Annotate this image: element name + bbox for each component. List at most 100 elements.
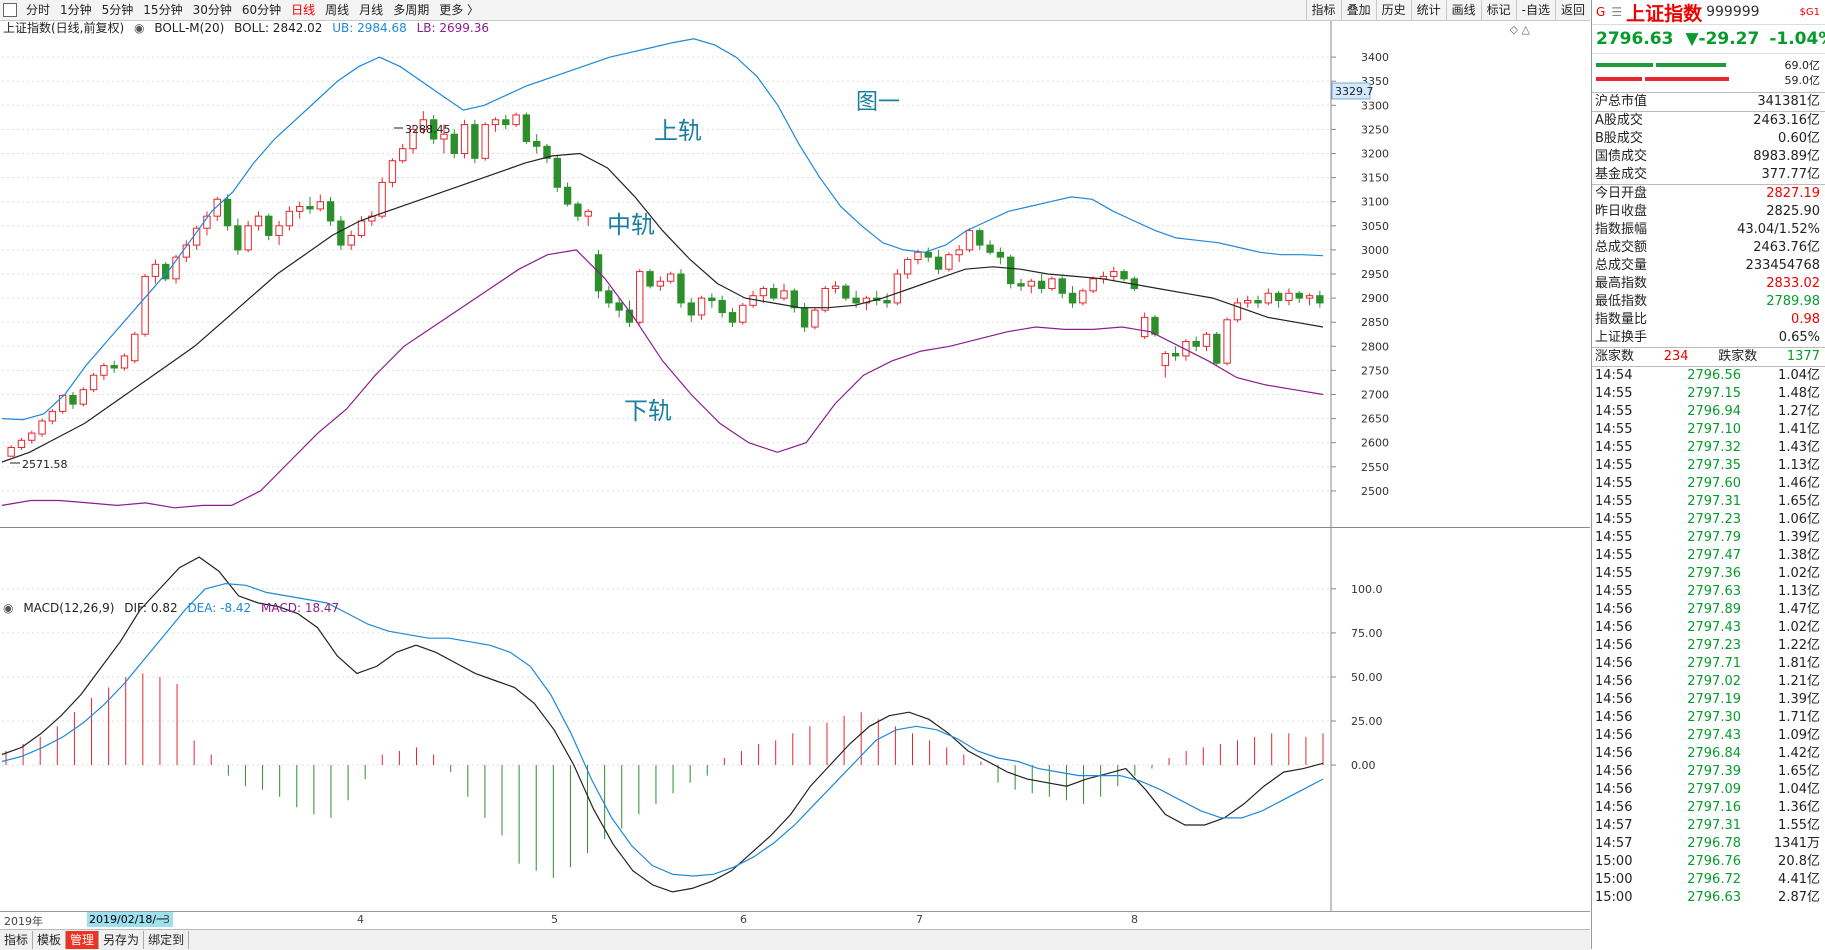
index-stats-section: 今日开盘 2827.19 昨日收盘 2825.90 指数振幅 43.04/1.52% 总成交… xyxy=(1592,185,1825,348)
macd-legend-name[interactable]: MACD(12,26,9) xyxy=(23,601,115,615)
candle-body xyxy=(1151,316,1159,335)
quote-header: G ☰ 上证指数 999999 $G1 xyxy=(1592,0,1825,25)
tool-button-3[interactable]: 统计 xyxy=(1410,0,1446,20)
tick-row: 14:56 2797.39 1.65亿 xyxy=(1592,763,1825,781)
bottom-tab-3[interactable]: 另存为 xyxy=(99,931,145,949)
layout-toggle-icon[interactable] xyxy=(3,3,17,17)
tick-price: 2796.56 xyxy=(1687,368,1741,383)
tick-volume: 1.41亿 xyxy=(1778,422,1820,437)
period-tab-10[interactable]: 更多 〉 xyxy=(439,3,480,17)
tool-button-4[interactable]: 画线 xyxy=(1445,0,1481,20)
candle-body xyxy=(522,114,531,142)
tick-time: 15:00 xyxy=(1595,872,1633,887)
stat-label: 上证换手 xyxy=(1595,330,1648,345)
candle-body xyxy=(996,251,1005,258)
tick-volume: 1.02亿 xyxy=(1778,566,1820,581)
period-tab-5[interactable]: 60分钟 xyxy=(241,3,282,17)
price-tick-label: 3150 xyxy=(1361,172,1389,185)
tick-price: 2796.76 xyxy=(1687,854,1741,869)
tick-row: 14:55 2797.47 1.38亿 xyxy=(1592,547,1825,565)
period-tab-7[interactable]: 周线 xyxy=(325,3,350,17)
candle-body xyxy=(254,215,263,227)
main-legend-indicator[interactable]: BOLL-M(20) xyxy=(154,21,225,35)
tick-price: 2796.78 xyxy=(1687,836,1741,851)
period-tab-6[interactable]: 日线 xyxy=(291,3,316,17)
candle-body xyxy=(574,203,582,217)
candle-body xyxy=(1058,278,1066,294)
candle-body xyxy=(1120,271,1128,280)
down-label: 跌家数 xyxy=(1718,349,1758,364)
tick-price: 2797.30 xyxy=(1687,710,1741,725)
tool-button-6[interactable]: -自选 xyxy=(1515,0,1555,20)
tick-time: 14:55 xyxy=(1595,584,1633,599)
bottom-tab-2[interactable]: 管理 xyxy=(66,931,100,949)
indicator-gear-icon[interactable]: ◉ xyxy=(134,21,145,35)
tool-button-2[interactable]: 历史 xyxy=(1375,0,1411,20)
stat-row: 沪总市值 341381亿 xyxy=(1592,93,1825,111)
up-count: 234 xyxy=(1663,349,1689,364)
period-tab-4[interactable]: 30分钟 xyxy=(192,3,232,17)
tick-price: 2797.79 xyxy=(1687,530,1741,545)
period-tab-8[interactable]: 月线 xyxy=(359,3,384,17)
period-tab-1[interactable]: 1分钟 xyxy=(60,3,92,17)
candle-body xyxy=(852,297,860,304)
candle-body xyxy=(388,160,397,183)
menu-icon[interactable]: ☰ xyxy=(1611,5,1623,19)
chart-corner-icons[interactable]: ◇ △ xyxy=(1509,23,1530,36)
upper-band-label: 上轨 xyxy=(654,117,702,145)
tool-button-5[interactable]: 标记 xyxy=(1480,0,1516,20)
tick-price: 2797.63 xyxy=(1687,584,1741,599)
tick-price: 2797.23 xyxy=(1687,512,1741,527)
candle-body xyxy=(409,128,417,150)
candle-body xyxy=(1037,280,1046,289)
candle-body xyxy=(110,365,118,369)
price-tick-label: 2650 xyxy=(1361,413,1389,426)
tool-button-1[interactable]: 叠加 xyxy=(1340,0,1376,20)
period-tab-3[interactable]: 15分钟 xyxy=(143,3,183,17)
tick-volume: 1.65亿 xyxy=(1778,494,1820,509)
chart-area[interactable]: 2500 2550 2600 2650 2700 2750 2800 2850 2900 2950… xyxy=(0,21,1590,931)
macd-dif-line xyxy=(1,556,1324,893)
tick-row: 14:56 2797.43 1.09亿 xyxy=(1592,727,1825,745)
tool-button-0[interactable]: 指标 xyxy=(1305,0,1341,20)
macd-gear-icon[interactable]: ◉ xyxy=(3,601,14,615)
period-tab-9[interactable]: 多周期 xyxy=(393,3,430,17)
tick-time: 14:55 xyxy=(1595,566,1633,581)
price-tick-label: 2800 xyxy=(1361,340,1389,353)
sell-bar-2 xyxy=(1645,77,1729,81)
candle-body xyxy=(399,148,407,162)
boll-upper-line xyxy=(1,38,1324,421)
candle-body xyxy=(440,133,448,140)
tick-volume: 1.27亿 xyxy=(1778,404,1820,419)
price-tick-label: 2850 xyxy=(1361,316,1389,329)
bottom-tab-4[interactable]: 绑定到 xyxy=(144,931,190,949)
candle-body xyxy=(337,220,345,246)
price-tick-label: 2950 xyxy=(1361,268,1389,281)
quote-badge[interactable]: $G1 xyxy=(1799,6,1820,18)
candle-body xyxy=(141,275,149,335)
market-value-section: 沪总市值 341381亿 xyxy=(1592,93,1825,112)
tick-price: 2797.89 xyxy=(1687,602,1741,617)
candle-body xyxy=(1274,292,1283,302)
tick-row: 14:55 2797.79 1.39亿 xyxy=(1592,529,1825,547)
candle-body xyxy=(1079,290,1087,304)
period-tab-0[interactable]: 分时 xyxy=(26,3,51,17)
tick-row: 14:56 2797.71 1.81亿 xyxy=(1592,655,1825,673)
candle-body xyxy=(89,374,98,391)
stat-value: 0.60亿 xyxy=(1778,131,1820,146)
bottom-tab-1[interactable]: 模板 xyxy=(33,931,67,949)
bottom-tab-0[interactable]: 指标 xyxy=(0,931,34,949)
tick-time: 14:55 xyxy=(1595,422,1633,437)
stat-value: 8983.89亿 xyxy=(1753,149,1820,164)
stat-value: 0.65% xyxy=(1778,330,1820,345)
candle-body xyxy=(316,201,324,210)
tick-list[interactable]: 14:54 2796.56 1.04亿 14:55 2797.15 1.48亿 14:55 2… xyxy=(1592,367,1825,907)
tick-volume: 20.8亿 xyxy=(1778,854,1820,869)
high-value-label: 3288.45 xyxy=(405,123,451,136)
kline-chart-svg[interactable]: 2500 2550 2600 2650 2700 2750 2800 2850 2900 2950… xyxy=(0,21,1590,911)
quote-flag: G xyxy=(1596,5,1606,19)
candle-body xyxy=(770,287,778,299)
period-tab-2[interactable]: 5分钟 xyxy=(101,3,134,17)
candle-body xyxy=(1233,302,1242,321)
tool-button-7[interactable]: 返回 xyxy=(1554,0,1590,20)
